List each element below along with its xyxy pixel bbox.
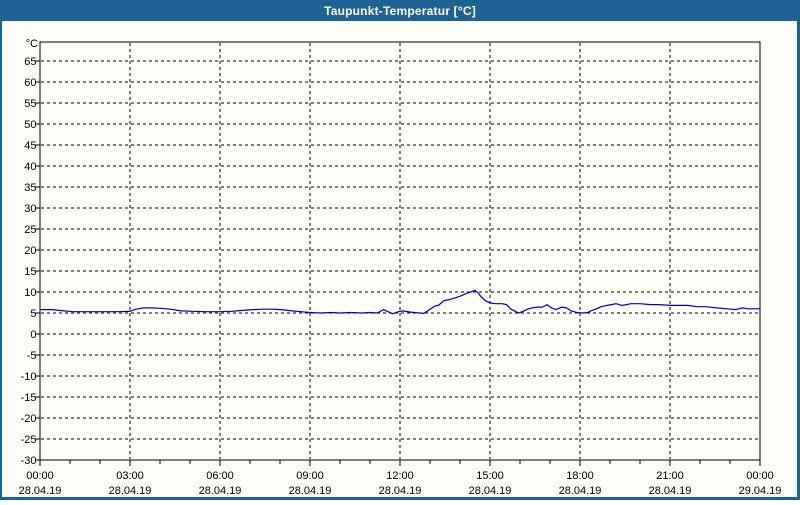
- y-tick-label: -15: [21, 392, 37, 404]
- y-tick-label: 15: [24, 266, 36, 278]
- x-tick-date-label: 28.04.19: [559, 485, 602, 497]
- y-tick-label: 40: [24, 161, 36, 173]
- data-line: [39, 289, 761, 315]
- y-tick-label: 50: [24, 119, 36, 131]
- y-tick-label: -25: [21, 434, 37, 446]
- x-tick-time-label: 00:00: [26, 470, 54, 482]
- window-title: Taupunkt-Temperatur [°C]: [324, 3, 476, 18]
- x-tick-date-label: 28.04.19: [199, 485, 242, 497]
- x-tick-date-label: 28.04.19: [379, 485, 422, 497]
- y-tick-label: -30: [21, 455, 37, 467]
- y-tick-label: 25: [24, 224, 36, 236]
- x-tick-time-label: 18:00: [566, 470, 594, 482]
- y-tick-label: 5: [30, 308, 36, 320]
- x-tick-date-label: 28.04.19: [19, 485, 62, 497]
- x-tick-date-label: 28.04.19: [109, 485, 152, 497]
- y-tick-label: 10: [24, 287, 36, 299]
- x-tick-time-label: 06:00: [206, 470, 234, 482]
- x-tick-time-label: 00:00: [746, 470, 774, 482]
- x-tick-time-label: 15:00: [476, 470, 504, 482]
- y-tick-label: 35: [24, 182, 36, 194]
- x-tick-time-label: 03:00: [116, 470, 144, 482]
- x-tick-time-label: 09:00: [296, 470, 324, 482]
- y-tick-label: -10: [21, 371, 37, 383]
- y-tick-label: -20: [21, 413, 37, 425]
- y-tick-label: -5: [27, 350, 37, 362]
- x-tick-date-label: 28.04.19: [469, 485, 512, 497]
- y-tick-label: 30: [24, 203, 36, 215]
- x-tick-date-label: 28.04.19: [289, 485, 332, 497]
- x-tick-date-label: 28.04.19: [649, 485, 692, 497]
- x-tick-time-label: 12:00: [386, 470, 414, 482]
- y-tick-label: 60: [24, 77, 36, 89]
- y-tick-label: 55: [24, 98, 36, 110]
- y-tick-label: 45: [24, 140, 36, 152]
- y-tick-label: 20: [24, 245, 36, 257]
- y-tick-label: 65: [24, 56, 36, 68]
- y-tick-label: 0: [30, 329, 36, 341]
- title-bar[interactable]: Taupunkt-Temperatur [°C]: [0, 0, 800, 21]
- y-axis-unit-label: °C: [26, 38, 38, 50]
- x-tick-time-label: 21:00: [656, 470, 684, 482]
- x-tick-date-label: 29.04.19: [739, 485, 782, 497]
